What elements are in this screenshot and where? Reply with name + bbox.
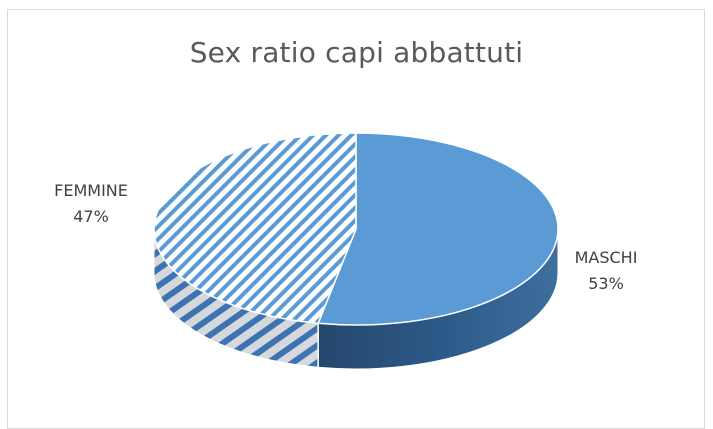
chart-title: Sex ratio capi abbattuti [189,36,524,69]
label-maschi-name: MASCHI [575,248,638,267]
slice-femmine [153,132,357,325]
label-femmine-name: FEMMINE [54,181,128,200]
label-maschi-percent: 53% [588,274,624,293]
label-femmine-percent: 47% [73,207,109,226]
slice-maschi [317,132,559,326]
